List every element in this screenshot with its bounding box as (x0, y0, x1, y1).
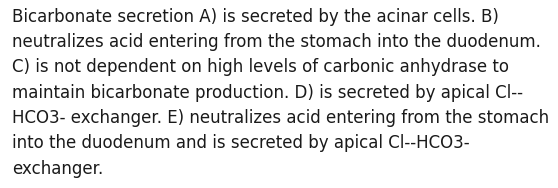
Text: neutralizes acid entering from the stomach into the duodenum.: neutralizes acid entering from the stoma… (12, 33, 541, 51)
Text: into the duodenum and is secreted by apical Cl--HCO3-: into the duodenum and is secreted by api… (12, 134, 470, 152)
Text: exchanger.: exchanger. (12, 160, 104, 178)
Text: maintain bicarbonate production. D) is secreted by apical Cl--: maintain bicarbonate production. D) is s… (12, 84, 523, 102)
Text: C) is not dependent on high levels of carbonic anhydrase to: C) is not dependent on high levels of ca… (12, 58, 509, 76)
Text: HCO3- exchanger. E) neutralizes acid entering from the stomach: HCO3- exchanger. E) neutralizes acid ent… (12, 109, 550, 127)
Text: Bicarbonate secretion A) is secreted by the acinar cells. B): Bicarbonate secretion A) is secreted by … (12, 8, 499, 26)
